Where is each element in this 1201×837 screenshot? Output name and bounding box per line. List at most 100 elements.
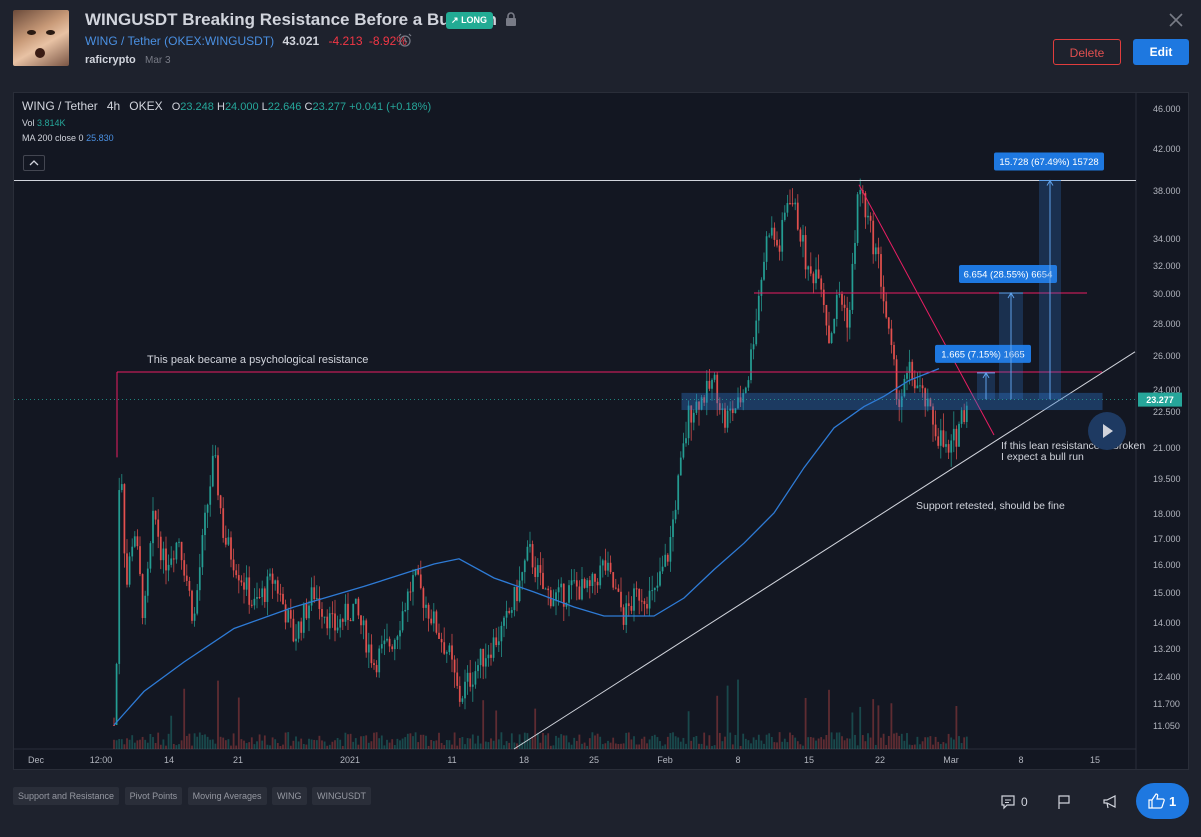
candle-body: [830, 333, 833, 343]
volume-bar: [154, 742, 157, 749]
like-button[interactable]: 1: [1136, 783, 1189, 819]
volume-bar: [601, 744, 604, 749]
candle-body: [768, 235, 771, 237]
volume-bar: [529, 739, 531, 749]
volume-bar: [687, 711, 690, 749]
volume-bar: [492, 740, 495, 749]
volume-bar: [417, 742, 420, 749]
legend-close-label: C: [304, 101, 313, 113]
candle-body: [211, 455, 214, 487]
volume-bar: [334, 740, 336, 749]
time-tick-label: 12:00: [90, 755, 113, 765]
volume-bar: [159, 744, 162, 749]
price-tick-label: 13.200: [1153, 644, 1181, 654]
avatar[interactable]: [13, 10, 69, 66]
candle-body: [718, 403, 721, 411]
volume-bar: [913, 744, 916, 749]
projection-label: 1.665 (7.15%) 1665: [941, 349, 1024, 360]
volume-bar: [604, 743, 607, 749]
candle-body: [690, 405, 693, 423]
candle-body: [952, 428, 955, 441]
volume-bar: [224, 740, 227, 749]
alarm-icon[interactable]: [398, 33, 412, 47]
volume-bar: [339, 739, 342, 749]
volume-bar: [690, 740, 693, 749]
exchange-symbol-link[interactable]: OKEX:WINGUSDT: [168, 34, 271, 48]
volume-bar: [310, 739, 313, 749]
current-price: 43.021: [282, 34, 320, 48]
flag-icon[interactable]: [1056, 794, 1072, 810]
volume-bar: [300, 738, 303, 749]
edit-button[interactable]: Edit: [1133, 39, 1189, 65]
candle-body: [266, 576, 269, 602]
candle-body: [180, 541, 183, 561]
candle-body: [490, 654, 492, 658]
volume-bar: [201, 734, 204, 749]
candle-body: [435, 611, 438, 633]
symbol-link[interactable]: WING / Tether: [85, 34, 161, 48]
volume-bar: [768, 733, 771, 749]
price-tick-label: 32.000: [1153, 261, 1181, 271]
candle-body: [144, 595, 147, 618]
candle-body: [919, 385, 921, 387]
candle-body: [731, 408, 734, 414]
tag[interactable]: Pivot Points: [124, 787, 183, 805]
volume-bar: [466, 738, 469, 749]
tag[interactable]: WING: [272, 787, 307, 805]
candle-body: [191, 590, 193, 621]
candle-body: [500, 625, 503, 642]
volume-bar: [282, 744, 284, 749]
candle-body: [724, 408, 726, 428]
candle-body: [250, 604, 253, 606]
candle-body: [744, 387, 747, 394]
author-name[interactable]: raficrypto: [85, 54, 136, 66]
tag[interactable]: WINGUSDT: [312, 787, 372, 805]
candle-body: [851, 263, 854, 310]
volume-bar: [570, 744, 573, 749]
volume-bar: [755, 739, 758, 749]
lock-icon: [506, 12, 516, 26]
candle-body: [349, 619, 352, 622]
candle-body: [536, 565, 539, 577]
volume-bar: [367, 742, 370, 749]
volume-bar: [544, 735, 547, 749]
candle-body: [287, 610, 290, 623]
volume-bar: [419, 734, 422, 749]
volume-bar: [934, 736, 937, 749]
volume-bar: [172, 743, 175, 749]
candle-body: [167, 564, 170, 571]
volume-bar: [258, 734, 261, 749]
volume-bar: [952, 739, 955, 749]
candle-body: [185, 575, 188, 581]
volume-bar: [820, 737, 823, 749]
price-tick-label: 11.050: [1153, 721, 1180, 731]
price-chart[interactable]: 46.000 42.000 38.000 34.000 32.000 30.000 28.0…: [14, 93, 1188, 769]
volume-bar: [440, 742, 443, 749]
candle-body: [341, 619, 344, 622]
price-tick-label: 17.000: [1153, 534, 1181, 544]
candle-body: [193, 613, 196, 621]
volume-bar: [869, 737, 872, 749]
candle-body: [115, 663, 118, 725]
delete-button[interactable]: Delete: [1053, 39, 1121, 65]
volume-bar: [705, 745, 708, 749]
price-tick-label: 21.000: [1153, 443, 1181, 453]
comment-icon[interactable]: [1000, 794, 1016, 810]
tag[interactable]: Moving Averages: [187, 787, 267, 805]
candle-body: [391, 646, 394, 650]
candle-body: [245, 577, 248, 590]
chart-panel[interactable]: 46.000 42.000 38.000 34.000 32.000 30.000 28.0…: [13, 92, 1189, 770]
volume-bar: [872, 699, 875, 749]
volume-bar: [778, 732, 781, 749]
close-icon[interactable]: [1168, 12, 1184, 28]
price-tick-label: 11.700: [1153, 699, 1180, 709]
megaphone-icon[interactable]: [1102, 794, 1118, 810]
volume-bar: [178, 744, 180, 749]
tag[interactable]: Support and Resistance: [13, 787, 120, 805]
volume-bar: [794, 737, 797, 749]
candle-body: [625, 603, 628, 625]
collapse-legend-button[interactable]: [23, 155, 45, 171]
volume-bar: [204, 734, 206, 749]
legend-interval[interactable]: 4h: [106, 99, 121, 113]
volume-bar: [341, 745, 344, 749]
